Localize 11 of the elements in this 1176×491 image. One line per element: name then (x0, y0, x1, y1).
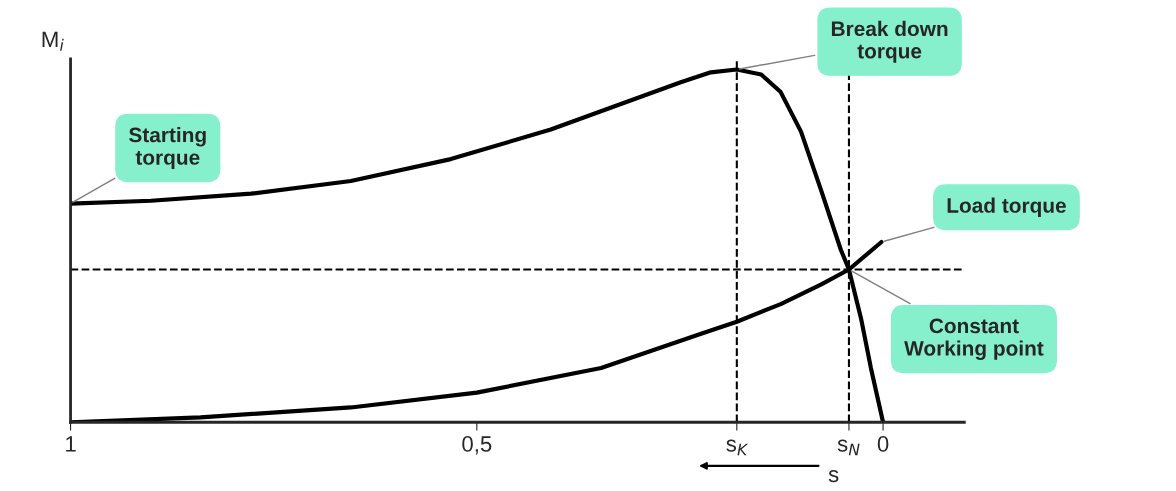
x-tick-label: 0,5 (462, 436, 492, 455)
x-axis-title: s (828, 470, 839, 483)
x-tick-label: 0 (877, 436, 889, 452)
annotation: Load torque (947, 197, 1066, 217)
x-tick-label: s$_{N}$ (837, 439, 860, 456)
y-axis-title: M$_{i}$ (42, 31, 64, 51)
annotation: Constant Working point (904, 318, 1044, 360)
x-tick-label: 1 (66, 436, 76, 452)
annotation: Break down torque (831, 20, 948, 63)
annotation: Starting torque (129, 127, 206, 169)
x-tick-label: s$_{K}$ (726, 439, 749, 456)
